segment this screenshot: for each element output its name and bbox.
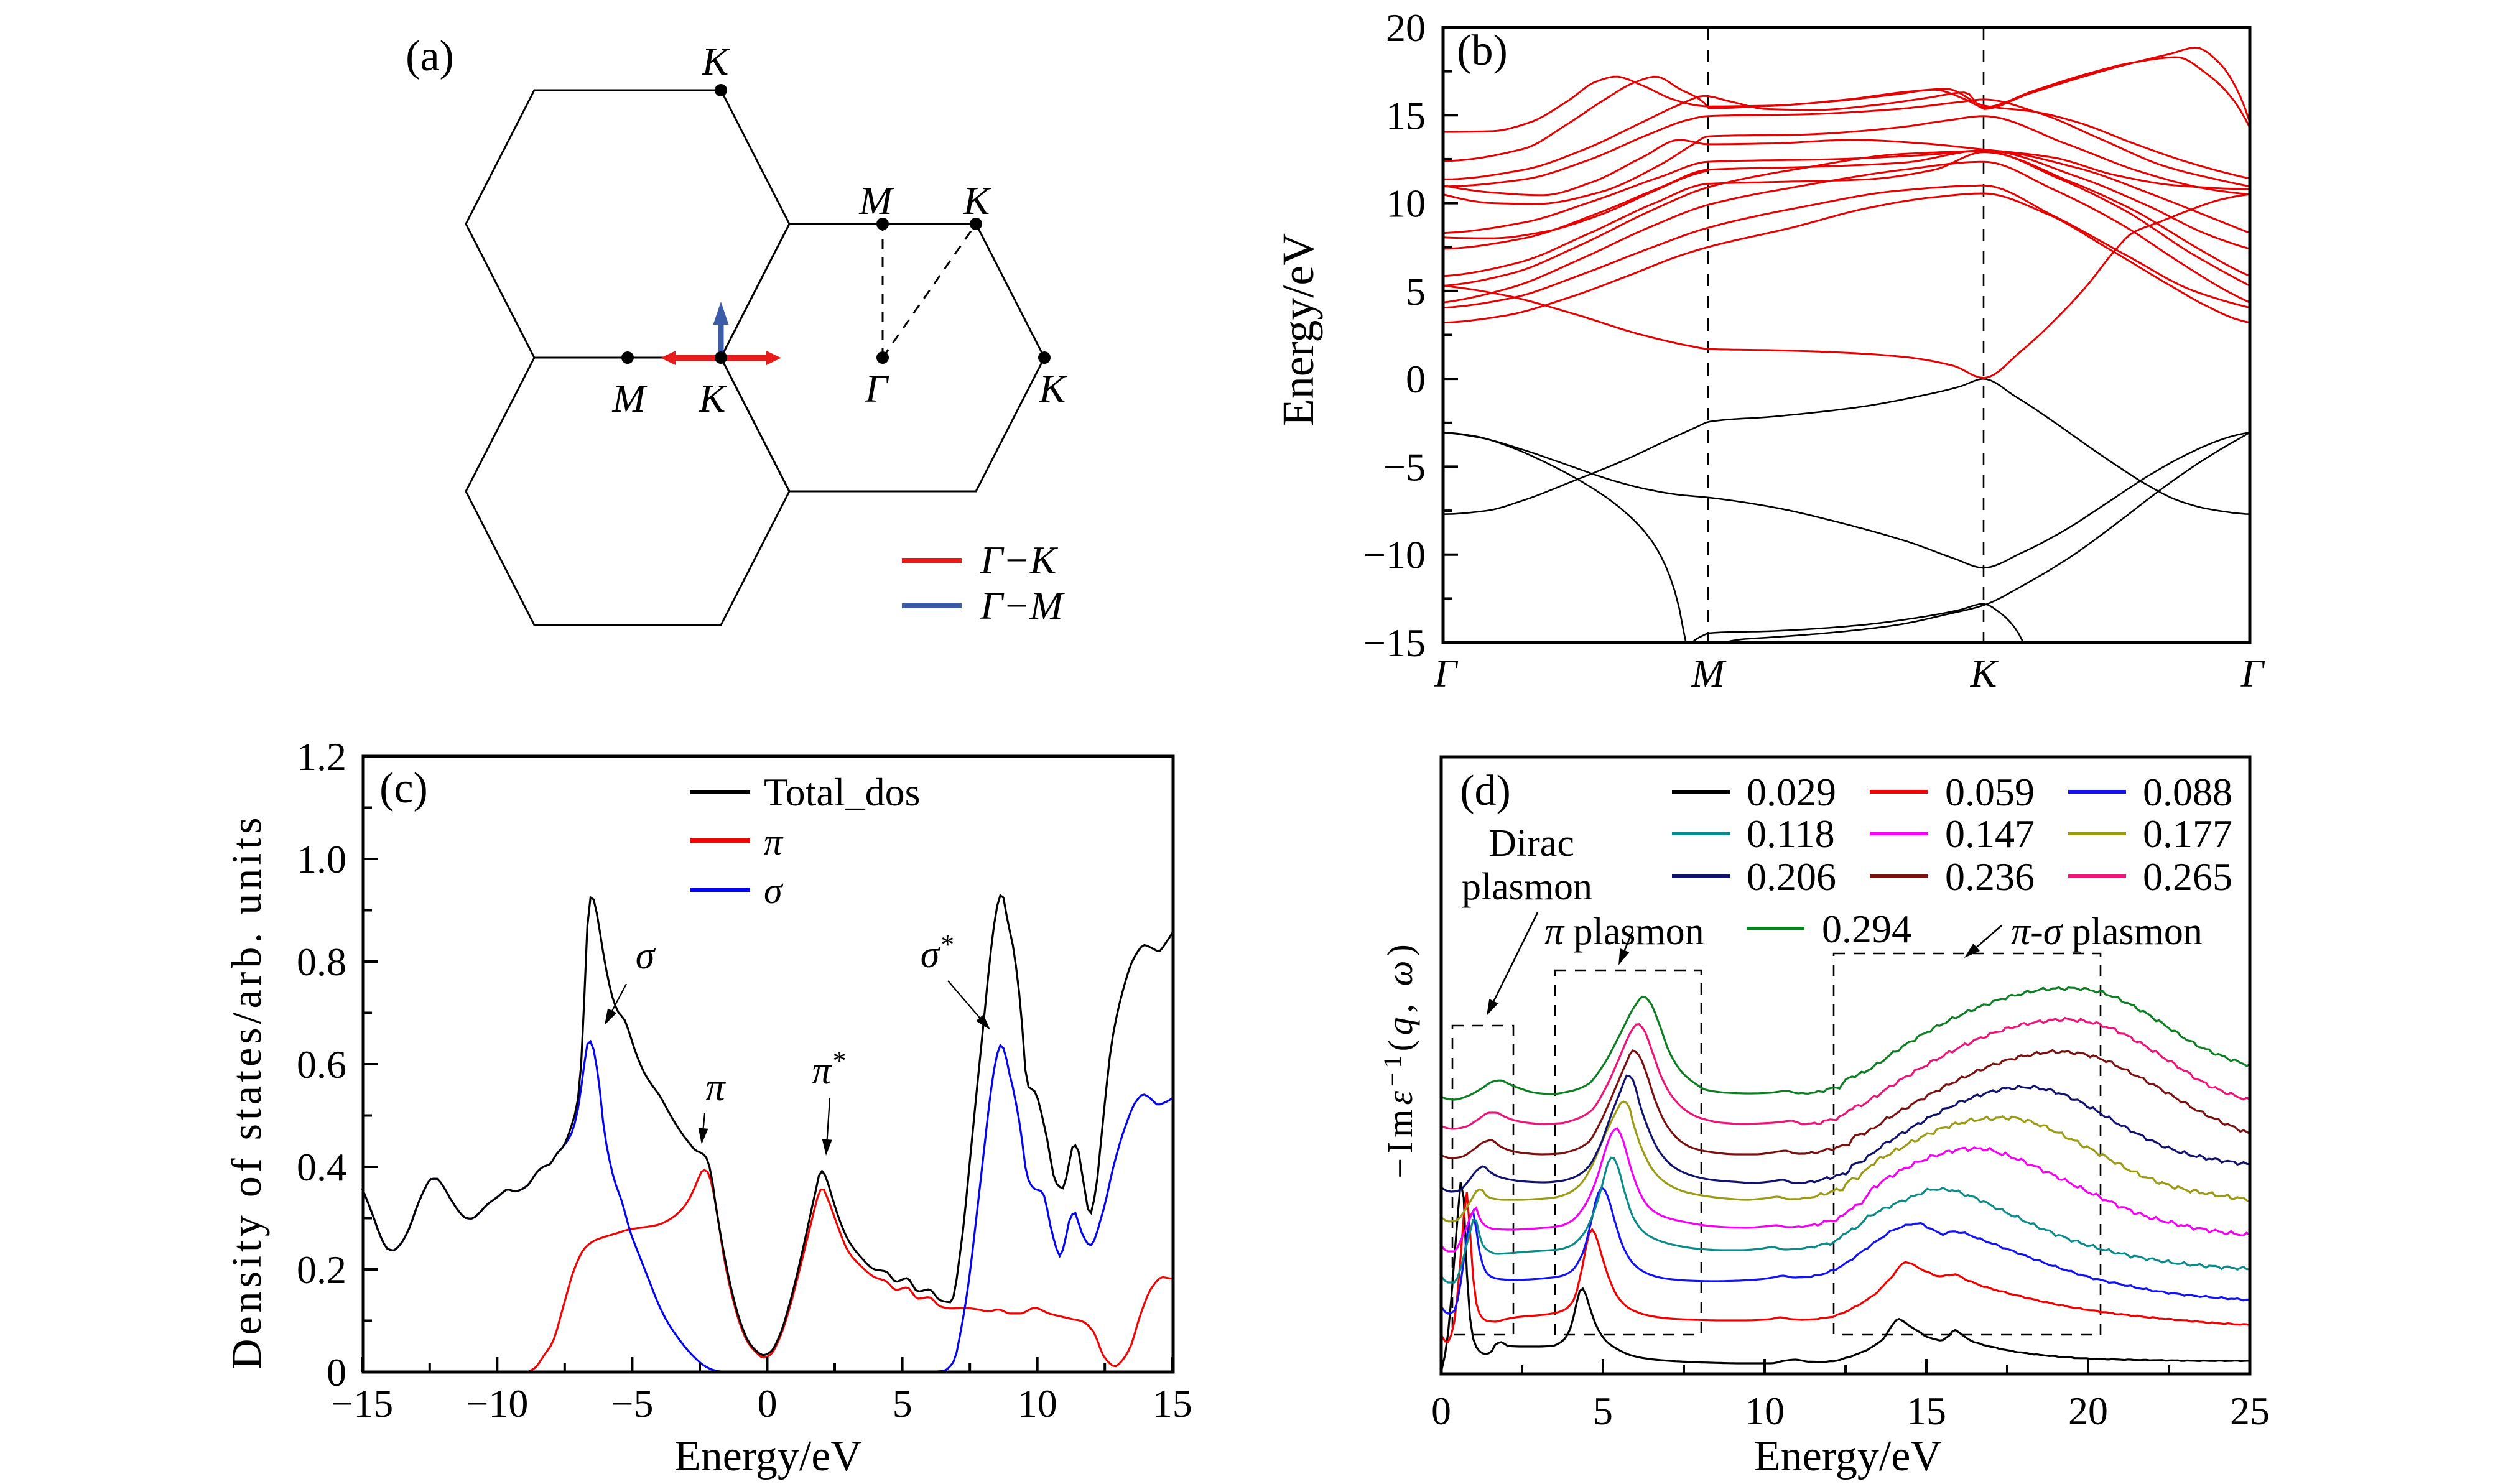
svg-text:K: K	[963, 179, 992, 223]
svg-text:−5: −5	[611, 1381, 653, 1426]
svg-text:0.294: 0.294	[1822, 907, 1911, 951]
svg-text:K: K	[1970, 651, 1999, 695]
svg-text:0.6: 0.6	[297, 1042, 346, 1087]
svg-text:Energy/eV: Energy/eV	[674, 1432, 862, 1480]
svg-text:π: π	[764, 822, 784, 863]
svg-text:M: M	[1691, 651, 1727, 695]
svg-text:20: 20	[2068, 1389, 2108, 1433]
svg-text:Total_dos: Total_dos	[764, 770, 921, 814]
svg-text:K: K	[1039, 366, 1068, 410]
svg-text:0.088: 0.088	[2143, 770, 2232, 814]
svg-text:(a): (a)	[406, 32, 454, 80]
svg-text:Energy/eV: Energy/eV	[1273, 233, 1323, 427]
svg-text:−Imε−1(q, ω): −Imε−1(q, ω)	[1378, 940, 1420, 1179]
svg-text:K: K	[702, 39, 731, 83]
svg-text:M: M	[611, 376, 648, 420]
svg-text:−15: −15	[331, 1381, 393, 1426]
svg-text:0.206: 0.206	[1747, 855, 1836, 899]
svg-text:15: 15	[1906, 1389, 1946, 1433]
svg-text:−15: −15	[1363, 621, 1426, 665]
svg-text:Energy/eV: Energy/eV	[1754, 1432, 1942, 1480]
svg-text:1.2: 1.2	[297, 735, 346, 779]
svg-text:Γ: Γ	[1434, 651, 1459, 695]
svg-text:σ: σ	[636, 935, 656, 977]
svg-text:0.177: 0.177	[2143, 812, 2232, 856]
svg-text:Density of states/arb. units: Density of states/arb. units	[223, 814, 270, 1369]
svg-text:−10: −10	[1363, 533, 1426, 577]
svg-text:0: 0	[758, 1381, 778, 1426]
svg-text:0.147: 0.147	[1945, 812, 2035, 856]
svg-text:−5: −5	[1383, 445, 1426, 489]
svg-text:0.118: 0.118	[1747, 812, 1835, 856]
svg-text:5: 5	[893, 1381, 912, 1426]
svg-text:0: 0	[1431, 1389, 1451, 1433]
svg-text:0: 0	[1406, 357, 1426, 401]
svg-text:0.2: 0.2	[297, 1248, 346, 1292]
svg-text:M: M	[858, 179, 894, 223]
svg-text:0.8: 0.8	[297, 940, 346, 984]
svg-text:20: 20	[1386, 6, 1426, 50]
svg-text:K: K	[699, 376, 728, 420]
svg-text:Γ: Γ	[865, 366, 889, 410]
svg-text:(d): (d)	[1460, 767, 1511, 815]
svg-text:10: 10	[1018, 1381, 1057, 1426]
svg-text:plasmon: plasmon	[1462, 866, 1592, 908]
svg-text:σ*: σ*	[921, 929, 954, 976]
svg-text:(b): (b)	[1457, 27, 1508, 75]
svg-text:0.029: 0.029	[1747, 770, 1836, 814]
svg-text:0.4: 0.4	[297, 1145, 346, 1189]
svg-text:π plasmon: π plasmon	[1544, 911, 1704, 953]
svg-text:5: 5	[1406, 269, 1426, 313]
svg-text:Dirac: Dirac	[1488, 822, 1574, 865]
svg-text:Γ: Γ	[2240, 651, 2265, 695]
svg-text:0.265: 0.265	[2143, 855, 2232, 899]
svg-text:−10: −10	[466, 1381, 528, 1426]
svg-text:π: π	[705, 1067, 726, 1109]
svg-text:5: 5	[1593, 1389, 1613, 1433]
svg-text:0.236: 0.236	[1945, 855, 2035, 899]
svg-text:25: 25	[2230, 1389, 2270, 1433]
svg-text:π-σ plasmon: π-σ plasmon	[2011, 911, 2203, 953]
svg-text:10: 10	[1745, 1389, 1785, 1433]
svg-text:Γ−M: Γ−M	[980, 583, 1066, 628]
svg-text:1.0: 1.0	[297, 837, 346, 881]
svg-text:10: 10	[1386, 182, 1426, 226]
svg-text:15: 15	[1153, 1381, 1192, 1426]
svg-text:0: 0	[327, 1350, 346, 1394]
svg-text:15: 15	[1386, 93, 1426, 137]
svg-text:0.059: 0.059	[1945, 770, 2035, 814]
svg-text:(c): (c)	[379, 764, 428, 812]
svg-text:Γ−K: Γ−K	[980, 538, 1059, 582]
svg-text:σ: σ	[764, 870, 784, 911]
